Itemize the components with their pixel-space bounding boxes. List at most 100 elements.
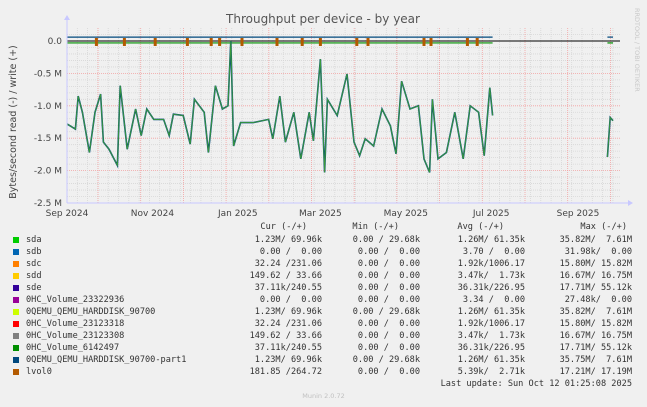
y-tick-label: -2.0 M xyxy=(34,167,62,177)
legend-min: 0.00 / 0.00 xyxy=(357,367,420,377)
legend-row-0hc-volume-23123318: 0HC_Volume_23123318 32.24 /231.06 0.00 / 0… xyxy=(0,319,647,331)
legend-cur: 37.11k/240.55 xyxy=(254,343,322,353)
legend-cur: 149.62 / 33.66 xyxy=(249,271,322,281)
legend-cur: 1.23M/ 69.96k xyxy=(254,355,322,365)
grid xyxy=(67,28,620,203)
legend-row-sdb: sdb 0.00 / 0.00 0.00 / 0.00 3.70 / 0.00 31.9… xyxy=(0,247,647,259)
last-update: Last update: Sun Oct 12 01:25:08 2025 xyxy=(440,379,632,389)
legend-cur: 0.00 / 0.00 xyxy=(259,247,322,257)
legend-avg: 1.26M/ 61.35k xyxy=(457,235,525,245)
lvol0-spike xyxy=(422,38,426,46)
y-axis-label: Bytes/second read (-) / write (+) xyxy=(8,45,19,199)
legend-row-sda: sda 1.23M/ 69.96k 0.00 / 29.68k 1.26M/ 61.3… xyxy=(0,235,647,247)
lvol0-spike xyxy=(318,38,322,46)
legend-header-max: Max (-/+) xyxy=(580,222,627,232)
lvol0-spike xyxy=(300,38,304,46)
legend-cur: 32.24 /231.06 xyxy=(254,319,322,329)
legend-name: sda xyxy=(26,235,42,245)
legend-avg: 5.39k/ 2.71k xyxy=(457,367,525,377)
legend-avg: 1.26M/ 61.35k xyxy=(457,307,525,317)
legend-avg: 36.31k/226.95 xyxy=(457,343,525,353)
legend-avg: 3.47k/ 1.73k xyxy=(457,271,525,281)
legend-name: 0HC_Volume_23123308 xyxy=(26,331,125,341)
legend-name: sdc xyxy=(26,259,42,269)
legend-name: 0HC_Volume_6142497 xyxy=(26,343,120,353)
legend-max: 31.98k/ 0.00 xyxy=(564,247,632,257)
x-tick-label: Nov 2024 xyxy=(131,209,175,219)
lvol0-spike xyxy=(218,38,222,46)
lvol0-spike xyxy=(465,38,469,46)
legend-name: 0HC_Volume_23322936 xyxy=(26,295,125,305)
legend-name: 0QEMU_QEMU_HARDDISK_90700-part1 xyxy=(26,355,187,365)
legend-min: 0.00 / 29.68k xyxy=(352,355,420,365)
legend-swatch xyxy=(13,261,19,267)
legend-row-sdd: sdd 149.62 / 33.66 0.00 / 0.00 3.47k/ 1.73k… xyxy=(0,271,647,283)
legend-cur: 149.62 / 33.66 xyxy=(249,331,322,341)
lvol0-spike xyxy=(122,38,126,46)
legend-swatch xyxy=(13,333,19,339)
x-tick-label: May 2025 xyxy=(384,209,428,219)
legend-row-0hc-volume-23322936: 0HC_Volume_23322936 0.00 / 0.00 0.00 / 0.0… xyxy=(0,295,647,307)
legend-name: sdb xyxy=(26,247,42,257)
lvol0-spike xyxy=(475,38,479,46)
legend-swatch xyxy=(13,357,19,363)
legend-row-sdc: sdc 32.24 /231.06 0.00 / 0.00 1.92k/1006.17… xyxy=(0,259,647,271)
legend-max: 35.82M/ 7.61M xyxy=(559,235,632,245)
legend-name: sdd xyxy=(26,271,42,281)
legend-min: 0.00 / 0.00 xyxy=(357,259,420,269)
legend-min: 0.00 / 0.00 xyxy=(357,295,420,305)
legend-row-lvol0: lvol0 181.85 /264.72 0.00 / 0.00 5.39k/ 2.7… xyxy=(0,367,647,379)
legend-header-avg: Avg (-/+) xyxy=(457,222,504,232)
y-tick-label: -1.0 M xyxy=(34,102,62,112)
lvol0-spike xyxy=(355,38,359,46)
legend-avg: 1.26M/ 61.35k xyxy=(457,355,525,365)
legend-min: 0.00 / 0.00 xyxy=(357,331,420,341)
x-tick-label: Mar 2025 xyxy=(299,209,342,219)
legend-avg: 3.70 / 0.00 xyxy=(462,247,525,257)
legend-row-0hc-volume-6142497: 0HC_Volume_6142497 37.11k/240.55 0.00 / 0.… xyxy=(0,343,647,355)
y-tick-label: -2.5 M xyxy=(34,199,62,209)
legend-min: 0.00 / 0.00 xyxy=(357,319,420,329)
legend-avg: 1.92k/1006.17 xyxy=(457,319,525,329)
legend-row-0qemu-qemu-harddisk-90700: 0QEMU_QEMU_HARDDISK_90700 1.23M/ 69.96k 0.… xyxy=(0,307,647,319)
legend-avg: 1.92k/1006.17 xyxy=(457,259,525,269)
legend-swatch xyxy=(13,297,19,303)
legend-avg: 3.47k/ 1.73k xyxy=(457,331,525,341)
legend-min: 0.00 / 0.00 xyxy=(357,247,420,257)
legend-name: sde xyxy=(26,283,42,293)
x-tick-label: Jan 2025 xyxy=(217,209,258,219)
legend-cur: 1.23M/ 69.96k xyxy=(254,235,322,245)
legend-min: 0.00 / 0.00 xyxy=(357,271,420,281)
legend-swatch xyxy=(13,273,19,279)
legend-max: 17.71M/ 55.12k xyxy=(559,343,632,353)
x-axis-arrow xyxy=(628,200,633,206)
legend-cur: 32.24 /231.06 xyxy=(254,259,322,269)
y-tick-label: 0.0 xyxy=(48,37,63,47)
legend-name: lvol0 xyxy=(26,367,52,377)
sda-read-line xyxy=(606,116,614,158)
legend-max: 17.21M/ 17.19M xyxy=(559,367,632,377)
rrdtool-credit: RRDTOOL / TOBI OETIKER xyxy=(633,8,641,92)
legend-min: 0.00 / 29.68k xyxy=(352,235,420,245)
chart-title: Throughput per device - by year xyxy=(225,12,420,26)
legend-cur: 37.11k/240.55 xyxy=(254,283,322,293)
legend-swatch xyxy=(13,345,19,351)
legend-max: 15.80M/ 15.82M xyxy=(559,259,632,269)
legend-max: 27.48k/ 0.00 xyxy=(564,295,632,305)
legend-max: 35.75M/ 7.61M xyxy=(559,355,632,365)
lvol0-spike xyxy=(240,38,244,46)
legend-max: 16.67M/ 16.75M xyxy=(559,271,632,281)
legend-header-cur: Cur (-/+) xyxy=(260,222,307,232)
lvol0-spike xyxy=(366,38,370,46)
legend-max: 35.82M/ 7.61M xyxy=(559,307,632,317)
legend-row-0qemu-qemu-harddisk-90700-part1: 0QEMU_QEMU_HARDDISK_90700-part1 1.23M/ 69… xyxy=(0,355,647,367)
legend-min: 0.00 / 0.00 xyxy=(357,283,420,293)
lvol0-spike xyxy=(185,38,189,46)
legend-name: 0HC_Volume_23123318 xyxy=(26,319,125,329)
series xyxy=(66,36,620,173)
legend-row-0hc-volume-23123308: 0HC_Volume_23123308 149.62 / 33.66 0.00 / … xyxy=(0,331,647,343)
legend-swatch xyxy=(13,321,19,327)
legend-swatch xyxy=(13,237,19,243)
y-tick-label: -1.5 M xyxy=(34,134,62,144)
